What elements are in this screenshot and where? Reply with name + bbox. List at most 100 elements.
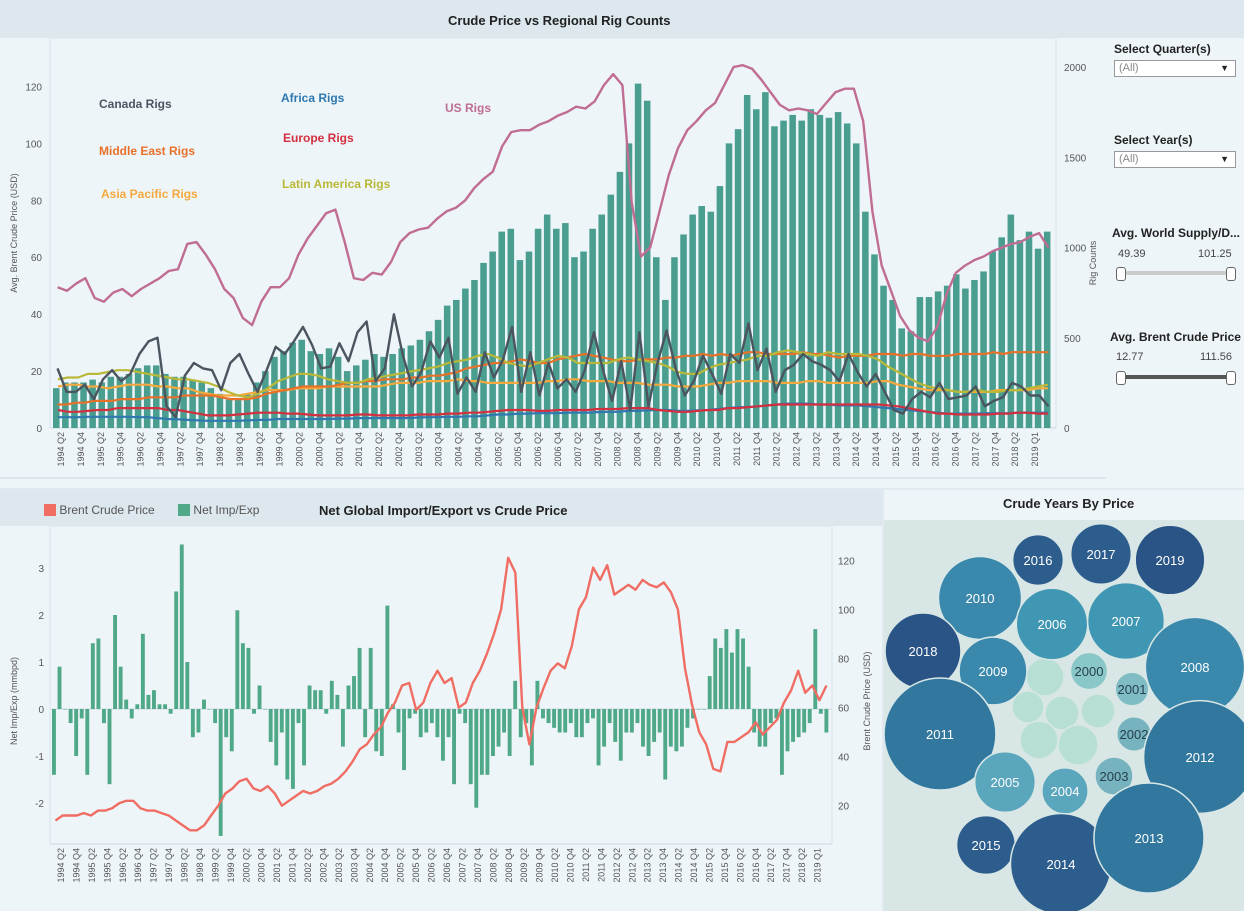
y-right-tick-3: 1500 [1064,153,1087,164]
brent-slider-min-handle[interactable] [1116,371,1126,385]
net-imp-exp-bar [818,709,823,714]
price-bar [380,356,387,428]
price-bar [516,260,524,428]
price-bar [643,100,651,428]
x-tick-label: 2003 Q4 [349,848,359,883]
price-bar [1007,214,1015,428]
series-label-5: Asia Pacific Rigs [101,187,198,201]
net-imp-exp-bar [352,676,356,709]
price-bar [198,382,205,428]
x-tick-label: 2008 Q2 [613,432,623,467]
net-imp-exp-bar [102,709,106,724]
price-bar [753,109,760,428]
bubble-label-2000: 2000 [1075,664,1104,679]
canada-rigs-line [56,313,1050,419]
net-imp-exp-bar [641,709,645,747]
net-imp-exp-bar [563,709,568,733]
x-tick-label: 2019 Q1 [813,848,823,883]
net-imp-exp-bar [535,680,540,709]
filler-bubble [1025,657,1065,697]
brent-max: 111.56 [1200,351,1233,363]
net-imp-exp-bar [552,709,557,728]
price-bar [707,211,715,428]
net-imp-exp-bar [691,709,695,719]
europe-rigs-line [57,403,1048,417]
bubble-2001 [1114,671,1150,707]
net-imp-exp-bar [668,709,673,747]
bubble-2007 [1086,581,1166,661]
price-bar [562,223,569,428]
net-imp-exp-bar [135,704,140,709]
legend-netimp-label: Net Imp/Exp [193,503,260,517]
net-imp-exp-bar [107,709,112,785]
x-tick-label: 2019 Q1 [1030,432,1040,467]
net-imp-exp-bar [624,709,629,733]
net-imp-exp-bar [546,709,551,724]
x-tick-label: 2016 Q2 [931,432,941,467]
price-bar [253,382,260,428]
price-bar [362,359,369,428]
x-tick-label: 2014 Q2 [674,848,684,883]
net-imp-exp-bar [329,680,334,709]
y-right-tick-2: 1000 [1064,244,1087,255]
net-imp-exp-bar [335,694,340,709]
x-tick-label: 2009 Q2 [519,848,529,883]
price-bar [325,348,333,428]
x-tick-label: 2017 Q4 [990,432,1000,467]
price-bar [580,251,587,428]
bubble-label-2012: 2012 [1186,750,1215,765]
x-tick-label: 1999 Q4 [275,432,285,467]
net-imp-exp-bar [452,709,457,785]
supply-slider-track[interactable] [1120,271,1234,275]
price-bar [998,237,1005,428]
supply-slider-max-handle[interactable] [1226,267,1236,281]
price-bar [1034,248,1042,428]
year-select[interactable]: (All) ▼ [1114,151,1236,168]
y-left-tick-6: 120 [25,82,42,93]
x-tick-label: 2014 Q2 [851,432,861,467]
y-right-tick-2: 60 [838,704,850,715]
price-bar [180,376,187,428]
price-bar [125,373,133,428]
price-bar [598,214,605,428]
y-right-axis-label: Rig Counts [1088,240,1098,285]
price-bar [571,257,578,428]
x-tick-label: 2006 Q2 [427,848,437,883]
price-bar [871,254,878,428]
x-tick-label: 2014 Q4 [871,432,881,467]
x-tick-label: 2018 Q2 [797,848,807,883]
series-label-6: Latin America Rigs [282,177,391,191]
x-tick-label: 1996 Q4 [133,848,143,883]
net-imp-exp-bar [796,709,801,738]
y-right-tick-5: 120 [838,556,855,567]
price-bar [798,120,805,428]
x-tick-label: 2012 Q2 [772,432,782,467]
brent-slider-max-handle[interactable] [1226,371,1236,385]
bubble-label-2011: 2011 [926,727,954,742]
net-imp-exp-bar [52,709,56,775]
net-imp-exp-bar [118,666,123,709]
price-bar [80,382,87,428]
bubble-label-2018: 2018 [909,644,938,659]
net-imp-exp-bar [791,709,795,742]
x-tick-label: 2007 Q2 [573,432,583,467]
bubble-label-2004: 2004 [1051,784,1080,799]
x-tick-label: 1998 Q2 [180,848,190,883]
bubble-chart-title: Crude Years By Price [1003,496,1135,511]
quarter-select[interactable]: (All) ▼ [1114,60,1236,77]
brent-slider-track[interactable] [1120,375,1234,379]
net-imp-exp-bar [518,709,523,738]
bubble-label-2007: 2007 [1112,614,1141,629]
brent-price-line [54,556,828,832]
bubble-label-2010: 2010 [966,591,995,606]
price-bar [471,280,478,428]
net-imp-exp-bar [246,647,251,709]
net-imp-exp-bar [268,709,273,742]
net-imp-exp-bar [496,709,501,747]
year-filter-label: Select Year(s) [1114,133,1193,147]
x-tick-label: 2015 Q4 [720,848,730,883]
x-tick-label: 1997 Q4 [195,432,205,467]
net-imp-exp-bar [813,629,818,709]
supply-slider-min-handle[interactable] [1116,267,1126,281]
x-tick-label: 1996 Q2 [118,848,128,883]
